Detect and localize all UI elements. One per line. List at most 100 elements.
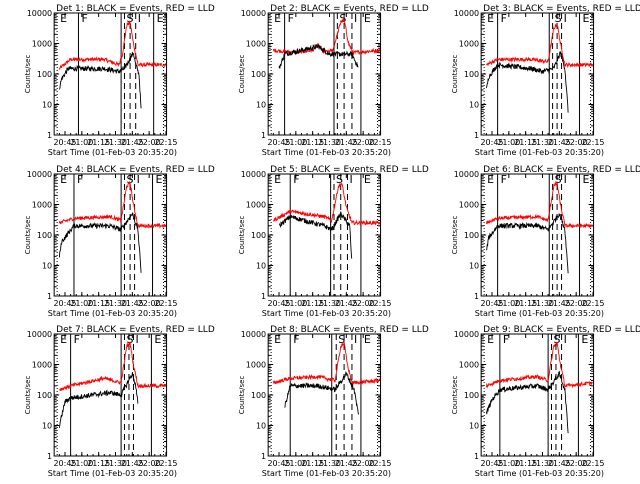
x-tick-label: 21:45 bbox=[548, 459, 571, 468]
x-tick-label: 22:00 bbox=[138, 299, 161, 308]
x-tick-label: 21:30 bbox=[104, 138, 127, 147]
panel-title: Det 5: BLACK = Events, RED = LLD bbox=[270, 165, 429, 175]
y-tick-label: 10 bbox=[42, 422, 52, 431]
interval-label: S bbox=[338, 333, 345, 346]
detector-panel-2: Det 2: BLACK = Events, RED = LLD20:4521:… bbox=[238, 4, 429, 157]
detector-panel-6: Det 6: BLACK = Events, RED = LLD 20:45 21:… bbox=[451, 165, 640, 318]
x-tick-label: 22:15 bbox=[154, 459, 177, 468]
events-series-line bbox=[58, 211, 142, 273]
panel-title: Det 6: BLACK = Events, RED = LLD bbox=[483, 165, 640, 175]
x-tick-label: 21:45 bbox=[121, 138, 144, 147]
x-axis-label: Start Time (01-Feb-03 20:35:20) bbox=[475, 309, 604, 318]
x-tick-label: 20:45 bbox=[267, 299, 290, 308]
interval-markers bbox=[56, 174, 165, 296]
interval-label: I bbox=[354, 333, 357, 346]
x-tick-label: 22:15 bbox=[581, 138, 604, 147]
interval-label: F bbox=[293, 333, 299, 346]
x-tick-label: 21:45 bbox=[548, 138, 571, 147]
x-tick-label: 21:45 bbox=[121, 459, 144, 468]
x-tick-label: 22:00 bbox=[138, 459, 161, 468]
y-tick-label: 1000 bbox=[459, 361, 479, 370]
x-tick-label: 21:15 bbox=[87, 459, 110, 468]
interval-label: E bbox=[154, 333, 161, 346]
x-tick-label: 20:45 bbox=[480, 299, 503, 308]
y-tick-label: 1 bbox=[261, 131, 266, 140]
interval-label: E bbox=[364, 12, 371, 25]
interval-label: E bbox=[157, 12, 164, 25]
lld-series-line bbox=[58, 180, 166, 229]
events-series-line bbox=[284, 371, 359, 415]
y-tick-label: 100 bbox=[464, 70, 479, 79]
interval-label: I bbox=[564, 12, 567, 25]
lld-series-line bbox=[272, 341, 381, 386]
interval-label: I bbox=[564, 333, 567, 346]
x-tick-label: 22:00 bbox=[352, 299, 375, 308]
interval-label: S bbox=[553, 333, 560, 346]
x-tick-label: 21:00 bbox=[284, 299, 307, 308]
interval-label: E bbox=[487, 12, 494, 25]
x-axis-label: Start Time (01-Feb-03 20:35:20) bbox=[48, 148, 177, 157]
y-tick-label: 100 bbox=[251, 391, 266, 400]
x-axis-label: Start Time (01-Feb-03 20:35:20) bbox=[262, 309, 391, 318]
x-axis-label: Start Time (01-Feb-03 20:35:20) bbox=[48, 469, 177, 478]
events-series-line bbox=[58, 52, 142, 109]
interval-label: I bbox=[564, 173, 567, 186]
x-tick-label: 21:15 bbox=[514, 299, 537, 308]
x-tick-label: 20:45 bbox=[53, 459, 76, 468]
x-tick-label: 21:00 bbox=[497, 459, 520, 468]
y-tick-label: 1 bbox=[474, 452, 479, 461]
detector-panel-1: Det 1: BLACK = Events, RED = LLD20:4521:… bbox=[24, 4, 215, 157]
y-tick-label: 100 bbox=[464, 391, 479, 400]
panel-title: Det 2: BLACK = Events, RED = LLD bbox=[270, 4, 429, 14]
detector-panel-7: Det 7: BLACK = Events, RED = LLD20:4521:… bbox=[24, 325, 215, 478]
interval-label: F bbox=[501, 173, 507, 186]
y-tick-label: 10000 bbox=[241, 330, 266, 339]
events-series-line bbox=[278, 211, 353, 259]
y-tick-label: 1000 bbox=[246, 40, 266, 49]
y-tick-label: 1 bbox=[261, 452, 266, 461]
lld-series-line bbox=[59, 341, 167, 391]
y-tick-label: 10 bbox=[469, 422, 479, 431]
lld-series-line bbox=[486, 22, 594, 69]
x-tick-label: 20:45 bbox=[267, 459, 290, 468]
y-tick-label: 100 bbox=[37, 70, 52, 79]
lld-series-line bbox=[272, 183, 381, 226]
x-tick-label: 20:45 bbox=[53, 138, 76, 147]
interval-markers bbox=[270, 174, 379, 296]
x-axis-label: Start Time (01-Feb-03 20:35:20) bbox=[475, 469, 604, 478]
x-axis-label: Start Time (01-Feb-03 20:35:20) bbox=[475, 148, 604, 157]
panel-title: Det 9: BLACK = Events, RED = LLD bbox=[483, 325, 640, 335]
y-axis-label: Counts/sec bbox=[451, 376, 459, 415]
detector-panel-9: Det 9: BLACK = Events, RED = LLD20:4521:… bbox=[451, 325, 640, 478]
plot-frame bbox=[267, 173, 382, 297]
interval-label: F bbox=[74, 333, 80, 346]
y-tick-label: 10000 bbox=[454, 9, 479, 18]
y-tick-label: 1000 bbox=[246, 361, 266, 370]
x-tick-label: 20:45 bbox=[480, 459, 503, 468]
x-tick-label: 21:15 bbox=[87, 299, 110, 308]
x-tick-label: 21:00 bbox=[284, 138, 307, 147]
x-tick-label: 20:45 bbox=[53, 299, 76, 308]
x-tick-label: 21:30 bbox=[318, 459, 341, 468]
y-tick-label: 1 bbox=[47, 131, 52, 140]
panel-title: Det 4: BLACK = Events, RED = LLD bbox=[56, 165, 215, 175]
x-tick-label: 21:30 bbox=[531, 138, 554, 147]
interval-markers bbox=[56, 334, 165, 456]
y-tick-label: 100 bbox=[464, 231, 479, 240]
y-tick-label: 1000 bbox=[32, 361, 52, 370]
lld-series-line bbox=[58, 20, 167, 71]
interval-label: E bbox=[583, 173, 590, 186]
x-tick-label: 22:00 bbox=[565, 459, 588, 468]
interval-markers bbox=[483, 174, 592, 296]
x-tick-label: 22:15 bbox=[154, 138, 177, 147]
detector-panel-8: Det 8: BLACK = Events, RED = LLD20:4521:… bbox=[238, 325, 429, 478]
x-tick-label: 20:45 bbox=[480, 138, 503, 147]
y-axis-label: Counts/sec bbox=[238, 216, 246, 255]
plot-frame bbox=[53, 12, 168, 136]
x-tick-label: 22:15 bbox=[154, 299, 177, 308]
y-tick-label: 1 bbox=[474, 292, 479, 301]
x-tick-label: 21:15 bbox=[514, 459, 537, 468]
interval-label: S bbox=[339, 12, 346, 25]
interval-label: F bbox=[501, 12, 507, 25]
